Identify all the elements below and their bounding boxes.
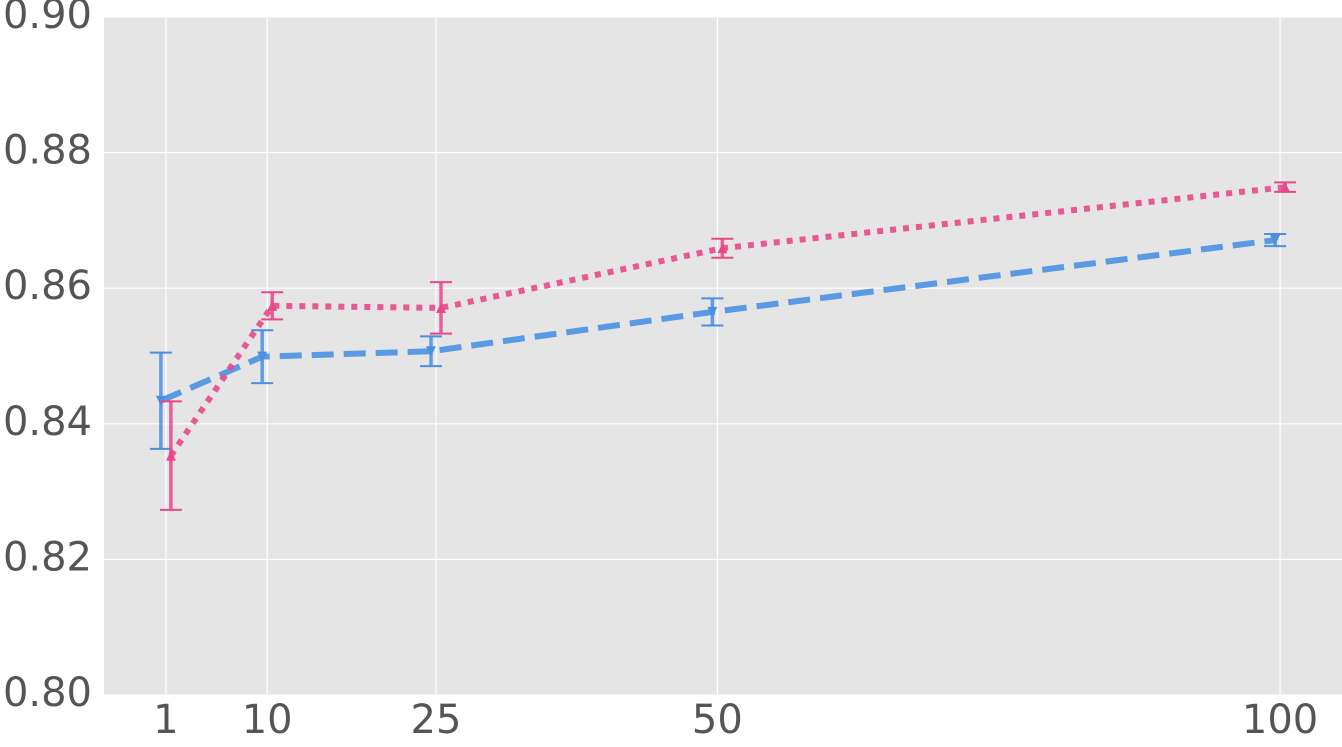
x-tick-label: 10	[242, 697, 293, 743]
marker	[165, 450, 176, 461]
marker	[1270, 235, 1281, 246]
marker	[436, 302, 447, 313]
y-tick-label: 0.86	[3, 263, 92, 309]
marker	[257, 351, 268, 362]
series-line	[168, 184, 1286, 458]
x-tick-label: 100	[1242, 697, 1318, 743]
series-line	[159, 237, 1276, 404]
marker	[707, 306, 718, 317]
marker	[717, 243, 728, 254]
y-tick-label: 0.82	[3, 534, 92, 580]
y-tick-label: 0.90	[3, 0, 92, 38]
y-tick-label: 0.84	[3, 399, 92, 445]
marker	[1280, 182, 1291, 193]
x-tick-label: 25	[411, 697, 462, 743]
x-tick-label: 50	[692, 697, 743, 743]
marker	[426, 346, 437, 357]
marker	[267, 300, 278, 311]
plot-background	[104, 17, 1342, 695]
y-tick-label: 0.80	[3, 670, 92, 716]
x-tick-label: 1	[153, 697, 178, 743]
y-tick-label: 0.88	[3, 128, 92, 174]
